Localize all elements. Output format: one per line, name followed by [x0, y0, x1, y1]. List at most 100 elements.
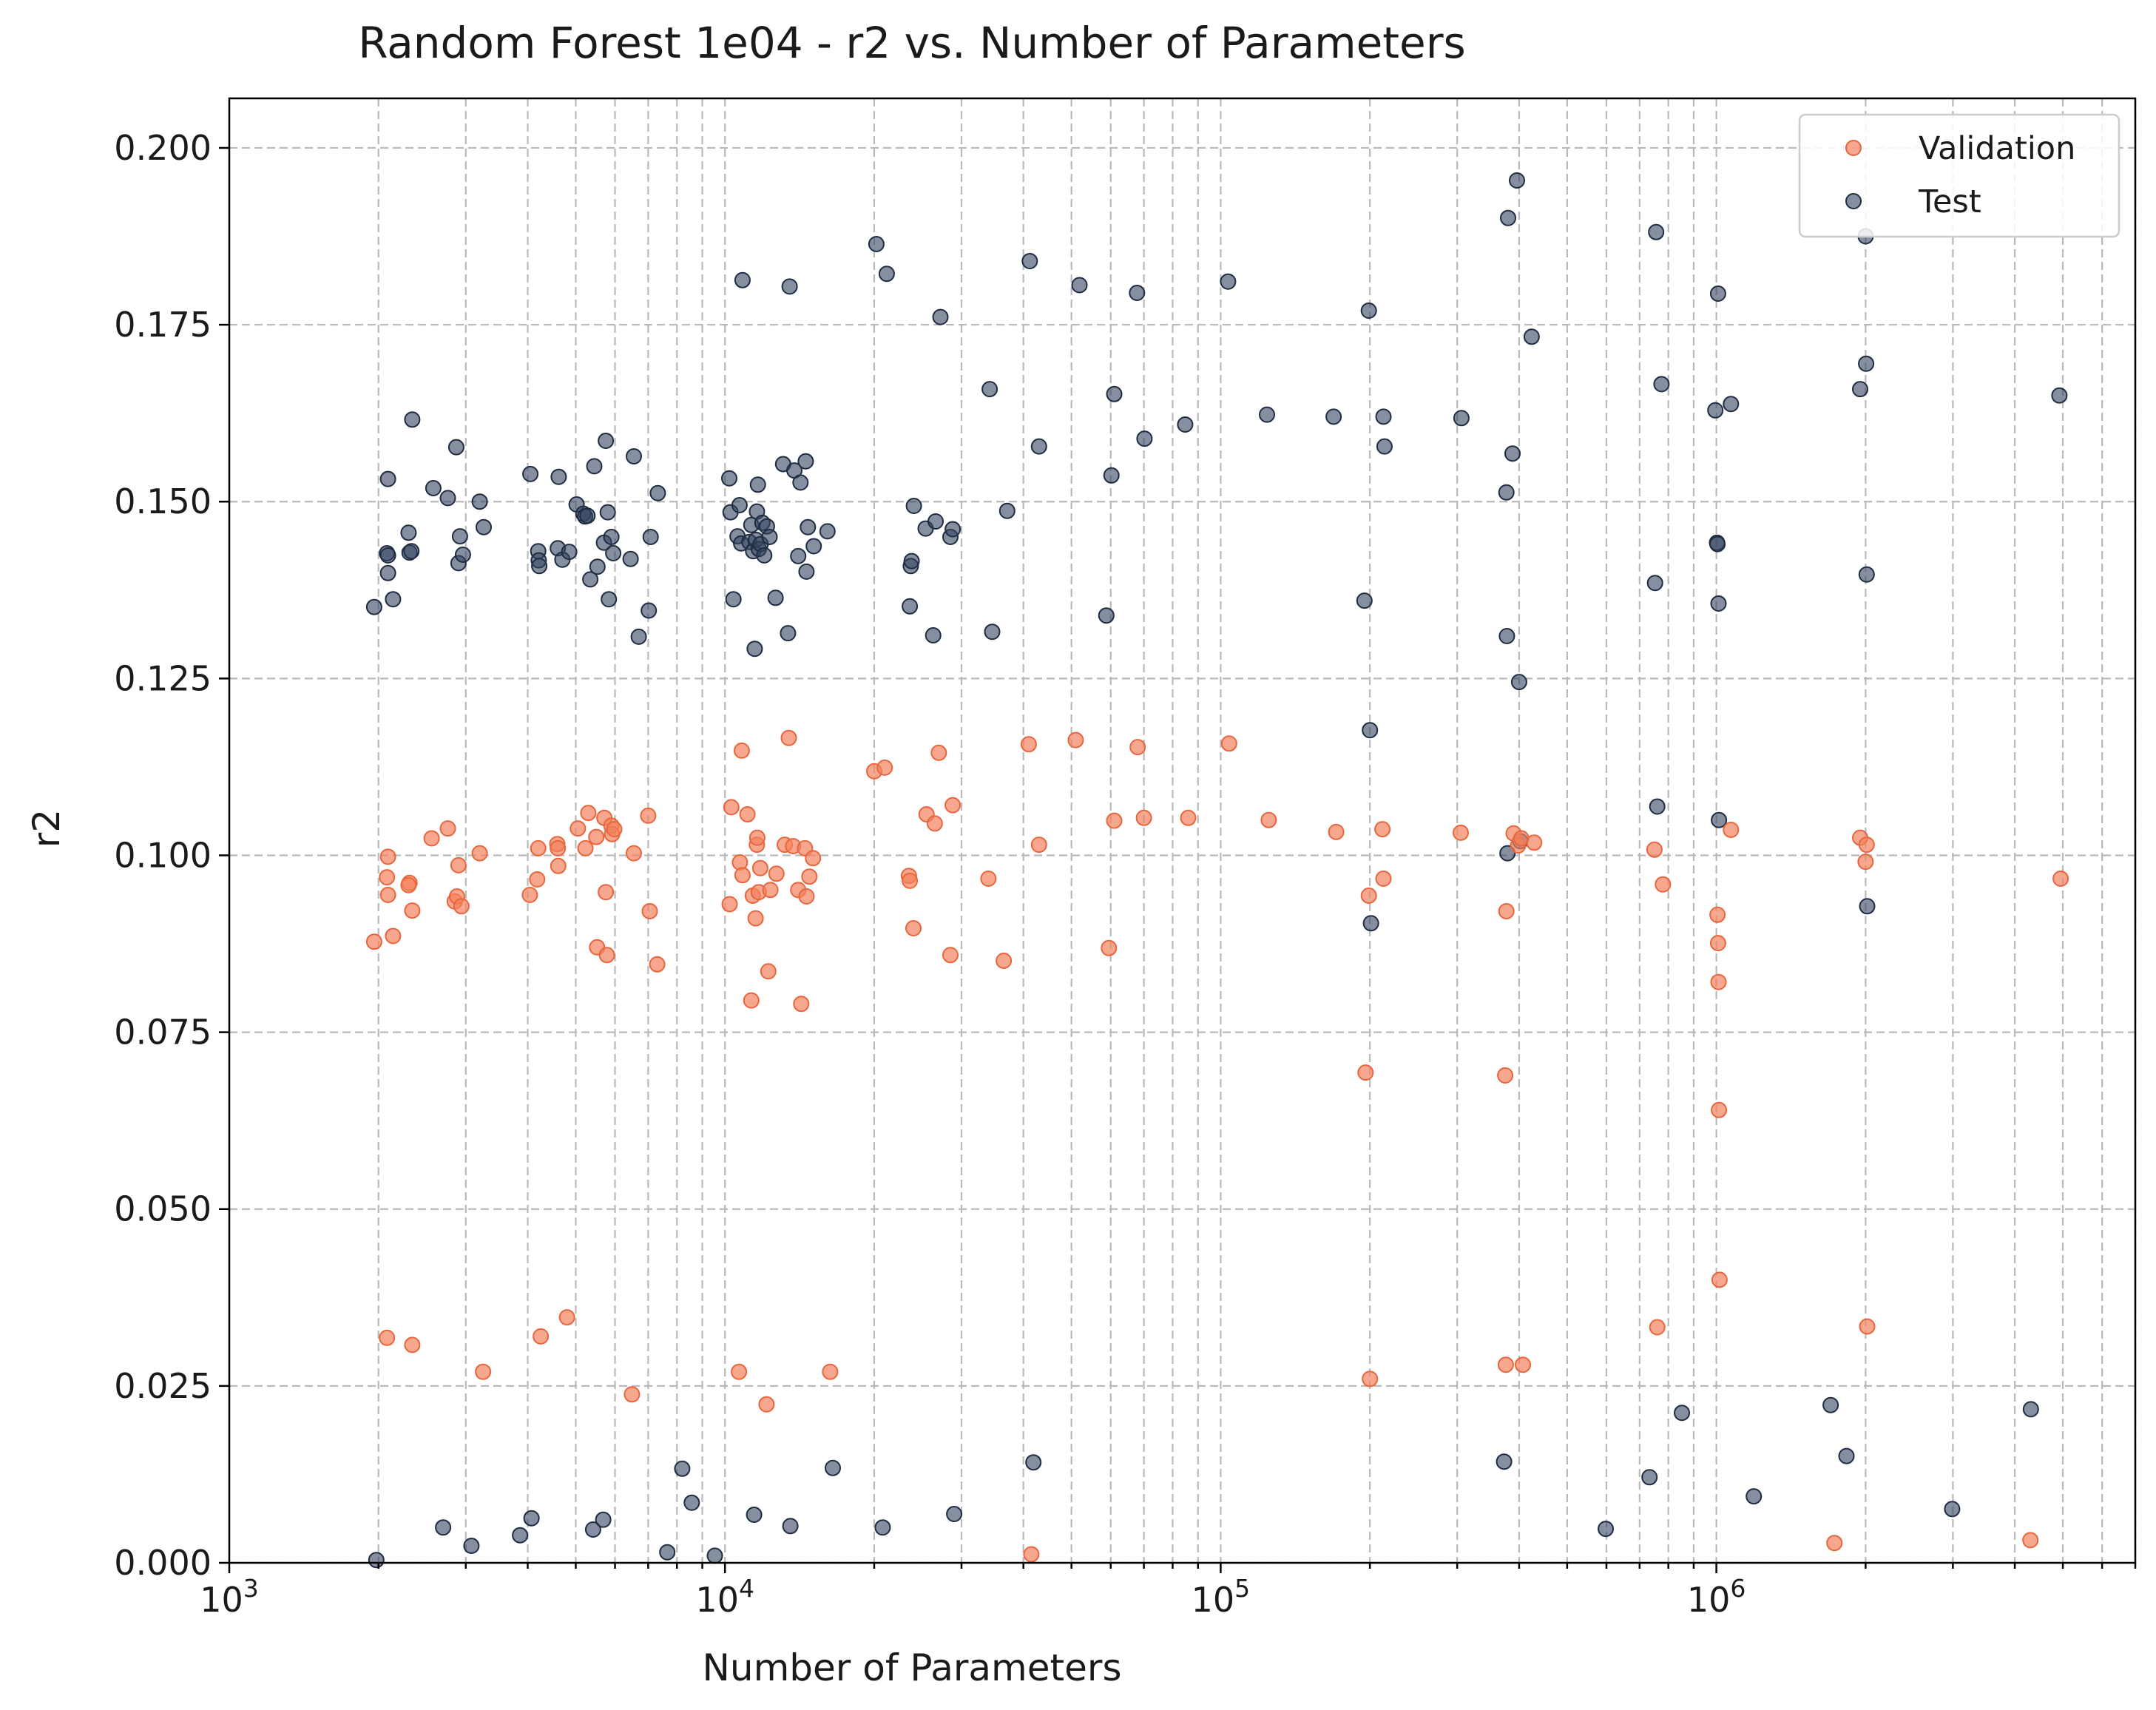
test-point	[435, 1519, 452, 1536]
test-point	[1710, 595, 1727, 612]
validation-point	[980, 871, 997, 887]
validation-point	[550, 839, 567, 856]
validation-point	[930, 744, 947, 761]
legend-label-validation: Validation	[1919, 130, 2075, 167]
test-point	[379, 470, 396, 487]
test-point	[1103, 467, 1120, 484]
test-point	[1362, 915, 1379, 932]
validation-point	[1135, 809, 1152, 826]
test-point	[385, 591, 402, 608]
test-point	[451, 528, 468, 545]
test-point	[790, 547, 807, 564]
validation-point	[529, 871, 546, 888]
test-point	[523, 1510, 540, 1527]
validation-point	[1498, 903, 1515, 919]
test-point	[601, 591, 618, 608]
validation-point	[1260, 811, 1277, 828]
test-point	[683, 1494, 700, 1511]
test-point	[721, 470, 737, 487]
validation-point	[942, 947, 959, 964]
test-point	[902, 598, 919, 615]
validation-point	[570, 820, 587, 837]
validation-point	[1497, 1067, 1514, 1084]
test-point	[463, 1538, 480, 1554]
validation-point	[530, 839, 547, 856]
test-point	[944, 521, 962, 538]
test-point	[874, 1519, 891, 1536]
validation-point	[743, 992, 760, 1009]
grid-lines	[228, 98, 2137, 1564]
validation-point	[1646, 841, 1663, 858]
test-point	[746, 1507, 763, 1523]
legend-box	[1798, 113, 2120, 238]
test-point	[550, 468, 567, 485]
validation-point	[1220, 735, 1237, 752]
validation-point	[588, 828, 605, 845]
test-point	[439, 490, 456, 507]
test-point	[1498, 484, 1515, 501]
plot-frame	[228, 97, 2137, 1564]
validation-point	[1067, 731, 1084, 748]
chart-title: Random Forest 1e04 - r2 vs. Number of Pa…	[358, 18, 1466, 68]
test-point	[368, 1552, 385, 1569]
test-point	[561, 544, 578, 561]
test-point	[767, 589, 784, 606]
test-point	[659, 1544, 676, 1561]
test-point	[584, 1521, 601, 1538]
test-point	[1646, 575, 1663, 592]
test-point	[1707, 402, 1724, 419]
test-point	[984, 623, 1001, 641]
test-point	[2022, 1401, 2039, 1418]
validation-point	[379, 887, 396, 903]
x-tick-label: 104	[695, 1574, 754, 1620]
validation-point	[598, 884, 615, 901]
validation-point	[1106, 812, 1123, 829]
test-point	[798, 563, 815, 580]
test-point	[903, 552, 920, 570]
test-point	[1098, 607, 1115, 624]
test-point	[731, 497, 748, 513]
test-point	[1177, 416, 1194, 433]
validation-point	[1857, 854, 1874, 871]
validation-point	[739, 806, 756, 822]
validation-point	[1362, 1371, 1379, 1388]
validation-point	[640, 807, 657, 824]
validation-point	[1357, 1064, 1374, 1081]
validation-point	[521, 887, 538, 903]
test-point	[1852, 381, 1868, 398]
validation-point	[2052, 871, 2069, 887]
test-point	[1723, 396, 1740, 413]
validation-point	[905, 920, 922, 936]
test-point	[805, 538, 822, 555]
test-point	[400, 524, 417, 541]
validation-point	[533, 1328, 550, 1345]
test-point	[781, 278, 798, 295]
test-point	[630, 628, 647, 645]
test-point	[642, 529, 659, 545]
test-point	[1259, 406, 1275, 423]
test-point	[925, 627, 942, 643]
y-tick-label: 0.100	[114, 835, 212, 875]
validation-series	[365, 729, 2069, 1563]
validation-point	[876, 759, 893, 776]
test-point	[1325, 408, 1342, 425]
validation-point	[751, 859, 768, 876]
test-point	[1498, 628, 1515, 644]
validation-point	[475, 1363, 492, 1380]
validation-point	[450, 856, 467, 873]
test-point	[1822, 1396, 1839, 1413]
y-tick-label: 0.150	[114, 481, 212, 521]
validation-point	[1375, 871, 1392, 887]
validation-point	[1709, 935, 1726, 952]
validation-point	[801, 868, 818, 885]
validation-point	[805, 850, 822, 867]
test-point	[626, 448, 642, 464]
validation-point	[747, 910, 764, 927]
validation-point	[1711, 1101, 1728, 1118]
test-point	[649, 484, 666, 501]
x-tick-exponent: 4	[739, 1574, 754, 1603]
x-axis-label: Number of Parameters	[702, 1646, 1121, 1689]
validation-point	[1497, 1356, 1514, 1373]
validation-point	[1710, 973, 1727, 990]
test-point	[1360, 303, 1377, 319]
